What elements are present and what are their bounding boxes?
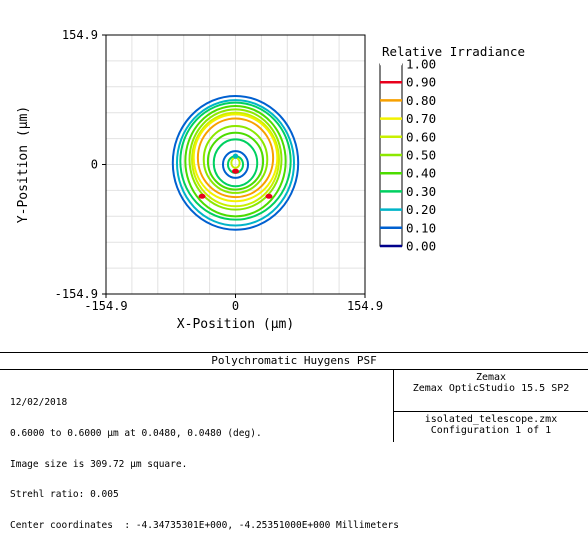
x-tick-label: 0	[232, 299, 239, 313]
contour-line	[206, 131, 265, 191]
hot-spot	[232, 168, 239, 174]
hot-spot	[265, 193, 273, 199]
y-tick-label: 0	[91, 158, 98, 172]
hot-spot	[198, 193, 206, 199]
legend-title: Relative Irradiance	[382, 44, 525, 59]
x-tick-label: -154.9	[84, 299, 127, 313]
contour-line	[232, 153, 239, 159]
legend-label: 0.00	[406, 239, 436, 254]
info-configuration: Configuration 1 of 1	[430, 425, 552, 436]
info-file-box: isolated_telescope.zmx Configuration 1 o…	[393, 412, 588, 442]
legend-label: 1.00	[406, 57, 436, 72]
info-image-size: Image size is 309.72 µm square.	[10, 458, 188, 470]
legend-label: 0.20	[406, 202, 436, 217]
grid	[106, 35, 365, 294]
x-axis-label: X-Position (µm)	[177, 317, 294, 332]
info-panel: Polychromatic Huygens PSF 12/02/2018 0.6…	[0, 352, 588, 531]
contour-line	[221, 150, 250, 179]
info-date: 12/02/2018	[10, 397, 68, 409]
info-strehl: Strehl ratio: 0.005	[10, 489, 119, 501]
contour-line	[179, 101, 292, 221]
legend-label: 0.70	[406, 111, 436, 126]
info-details: 12/02/2018 0.6000 to 0.6000 µm at 0.0480…	[10, 378, 399, 551]
psf-chart: -154.9 0 154.9 154.9 0 -154.9 X-Position (µm)…	[16, 28, 525, 332]
info-software: Zemax Zemax OpticStudio 15.5 SP2	[393, 370, 588, 412]
y-tick-label: 154.9	[62, 28, 98, 42]
contour-plot	[171, 94, 300, 231]
contour-line	[171, 94, 300, 231]
legend-label: 0.90	[406, 75, 436, 90]
legend-label: 0.40	[406, 166, 436, 181]
legend-label: 0.80	[406, 93, 436, 108]
contour-line	[202, 125, 269, 194]
axis-ticks: -154.9 0 154.9 154.9 0 -154.9	[55, 28, 383, 313]
info-center: Center coordinates : -4.34735301E+000, -…	[10, 519, 399, 531]
legend-label: 0.30	[406, 184, 436, 199]
y-axis-label: Y-Position (µm)	[16, 106, 31, 223]
contour-line	[191, 111, 280, 208]
legend-label: 0.10	[406, 220, 436, 235]
info-product: Zemax OpticStudio 15.5 SP2	[412, 383, 570, 394]
x-tick-label: 154.9	[347, 299, 383, 313]
info-company: Zemax	[475, 372, 507, 383]
contour-line	[175, 99, 296, 227]
legend-label: 0.50	[406, 148, 436, 163]
legend-label: 0.60	[406, 129, 436, 144]
contour-line	[184, 104, 287, 218]
contour-line	[188, 108, 283, 211]
contour-line	[192, 113, 279, 203]
info-wavelength: 0.6000 to 0.6000 µm at 0.0480, 0.0480 (d…	[10, 428, 262, 440]
contour-line	[196, 117, 275, 199]
y-tick-label: -154.9	[55, 287, 98, 301]
contour-line	[212, 138, 259, 188]
plot-title: Polychromatic Huygens PSF	[0, 353, 588, 370]
info-file: isolated_telescope.zmx	[424, 414, 558, 425]
